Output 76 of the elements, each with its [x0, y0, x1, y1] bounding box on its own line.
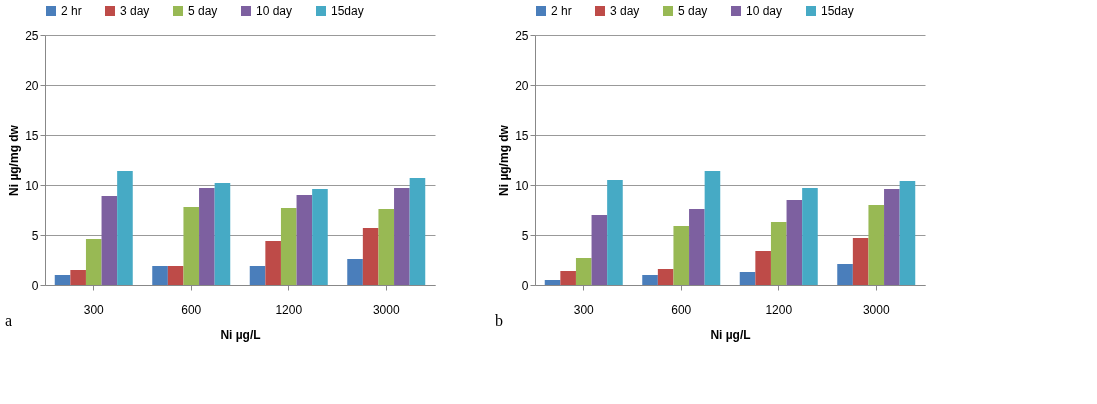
- y-tick-label: 10: [515, 178, 529, 193]
- y-axis-title: Ni µg/mg dw: [497, 124, 512, 196]
- bar: [704, 171, 721, 285]
- bar: [214, 183, 231, 285]
- x-tick-label: 300: [573, 302, 595, 317]
- bar: [673, 226, 690, 285]
- legend-label: 2 hr: [61, 4, 82, 18]
- x-axis-title: Ni µg/L: [710, 327, 751, 342]
- x-tick-label: 1200: [275, 302, 303, 317]
- bar: [899, 181, 916, 285]
- x-tick-label: 600: [671, 302, 692, 317]
- bar: [70, 270, 86, 285]
- bar: [852, 238, 869, 285]
- bar: [152, 266, 168, 285]
- legend-label: 15day: [821, 4, 854, 18]
- x-tick-label: 300: [83, 302, 105, 317]
- y-tick-label: 5: [521, 228, 529, 243]
- bar: [265, 241, 281, 285]
- y-tick-label: 25: [25, 28, 39, 43]
- bar: [755, 251, 771, 285]
- legend-label: 5 day: [188, 4, 218, 18]
- text: b: [495, 312, 503, 329]
- bar: [249, 266, 266, 285]
- y-axis-title: Ni µg/mg dw: [7, 124, 22, 196]
- bar: [837, 264, 853, 285]
- bar: [657, 269, 674, 285]
- y-tick-label: 15: [515, 128, 529, 143]
- y-tick-label: 15: [25, 128, 39, 143]
- y-tick-label: 0: [31, 278, 39, 293]
- bar: [117, 171, 133, 285]
- bar: [884, 189, 900, 285]
- bar: [770, 222, 787, 285]
- y-tick-label: 5: [31, 228, 39, 243]
- legend-label: 5 day: [678, 4, 708, 18]
- bar: [347, 259, 363, 285]
- bar: [101, 196, 118, 285]
- legend-label: 3 day: [120, 4, 150, 18]
- bar: [607, 180, 623, 285]
- text: a: [5, 312, 13, 329]
- bar: [183, 207, 200, 285]
- x-tick-label: 3000: [862, 302, 890, 317]
- legend-label: 3 day: [610, 4, 640, 18]
- x-tick-label: 3000: [372, 302, 400, 317]
- legend-label: 2 hr: [551, 4, 572, 18]
- bar: [312, 189, 328, 285]
- x-axis-title: Ni µg/L: [220, 327, 261, 342]
- legend-label: 10 day: [256, 4, 293, 18]
- bar: [591, 215, 608, 285]
- y-tick-label: 20: [25, 78, 39, 93]
- bar: [378, 209, 395, 285]
- bar: [409, 178, 426, 285]
- bar: [167, 266, 184, 285]
- x-tick-label: 1200: [765, 302, 793, 317]
- bar: [54, 275, 71, 285]
- bar: [85, 239, 102, 285]
- bar: [689, 209, 705, 285]
- bar: [362, 228, 379, 285]
- bar: [296, 195, 313, 285]
- bar: [575, 258, 592, 285]
- bar: [560, 271, 576, 285]
- bar: [802, 188, 818, 285]
- y-tick-label: 25: [515, 28, 529, 43]
- bar: [642, 275, 658, 285]
- bar: [544, 280, 561, 285]
- bar: [786, 200, 803, 285]
- y-tick-label: 0: [521, 278, 529, 293]
- x-tick-label: 600: [181, 302, 202, 317]
- bar: [868, 205, 885, 285]
- legend-label: 10 day: [746, 4, 783, 18]
- bar: [394, 188, 410, 285]
- y-tick-label: 20: [515, 78, 529, 93]
- y-tick-label: 10: [25, 178, 39, 193]
- bar: [199, 188, 215, 285]
- bar: [280, 208, 297, 285]
- bar: [739, 272, 756, 285]
- legend-label: 15day: [331, 4, 364, 18]
